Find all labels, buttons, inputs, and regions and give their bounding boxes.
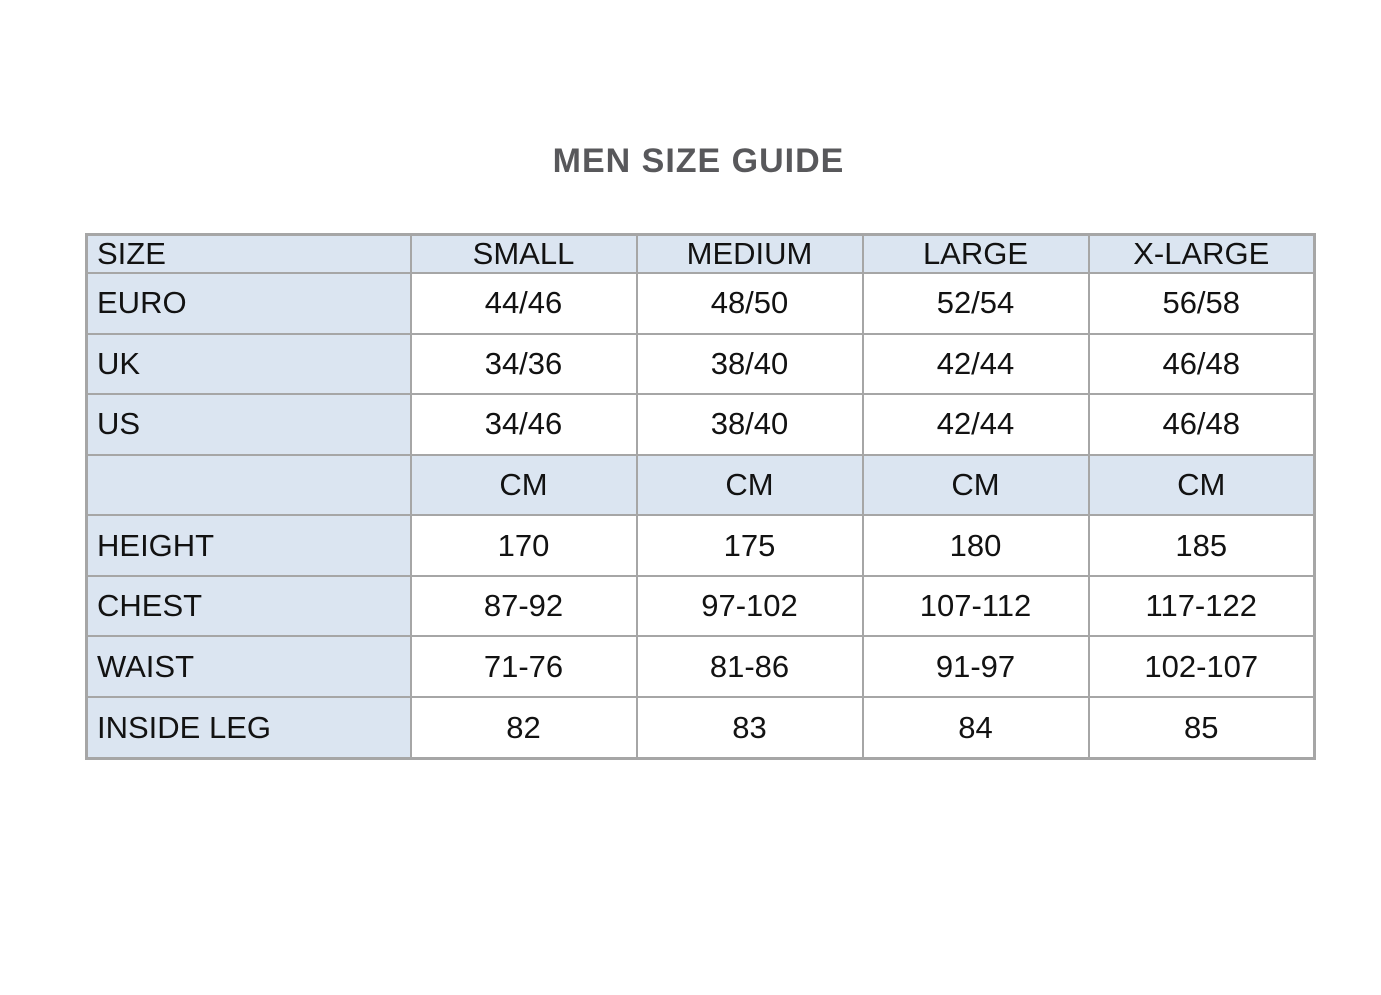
table-cell: 44/46 — [409, 272, 638, 335]
row-label: EURO — [85, 272, 412, 335]
table-cell: 38/40 — [635, 332, 864, 396]
table-cell: 91-97 — [861, 635, 1090, 699]
table-row-us: US 34/46 38/40 42/44 46/48 — [85, 393, 1316, 456]
table-row-inside-leg: INSIDE LEG 82 83 84 85 — [85, 696, 1316, 760]
column-header-x-large: X-LARGE — [1087, 233, 1316, 274]
table-cell: CM — [1087, 453, 1316, 517]
table-cell: 48/50 — [635, 272, 864, 335]
page-title: MEN SIZE GUIDE — [552, 142, 845, 180]
table-cell: 85 — [1087, 696, 1316, 760]
table-row-waist: WAIST 71-76 81-86 91-97 102-107 — [85, 635, 1316, 699]
table-cell: 81-86 — [635, 635, 864, 699]
table-cell: 34/46 — [409, 393, 638, 456]
row-label: HEIGHT — [85, 514, 412, 577]
table-cell: 175 — [635, 514, 864, 577]
row-label: US — [85, 393, 412, 456]
table-cell: 107-112 — [861, 574, 1090, 638]
table-cell: 170 — [409, 514, 638, 577]
row-label: INSIDE LEG — [85, 696, 412, 760]
row-label: UK — [85, 332, 412, 396]
table-cell: 84 — [861, 696, 1090, 760]
table-cell: 102-107 — [1087, 635, 1316, 699]
row-label: WAIST — [85, 635, 412, 699]
table-row-chest: CHEST 87-92 97-102 107-112 117-122 — [85, 574, 1316, 638]
table-cell: 87-92 — [409, 574, 638, 638]
column-header-size: SIZE — [85, 233, 412, 274]
table-row-euro: EURO 44/46 48/50 52/54 56/58 — [85, 272, 1316, 335]
table-cell: 38/40 — [635, 393, 864, 456]
table-cell: CM — [635, 453, 864, 517]
table-cell: 46/48 — [1087, 332, 1316, 396]
column-header-large: LARGE — [861, 233, 1090, 274]
size-guide-table: SIZE SMALL MEDIUM LARGE X-LARGE EURO 44/… — [85, 233, 1316, 760]
table-cell: 42/44 — [861, 393, 1090, 456]
column-header-medium: MEDIUM — [635, 233, 864, 274]
table-cell: 56/58 — [1087, 272, 1316, 335]
table-cell: 180 — [861, 514, 1090, 577]
table-cell: CM — [409, 453, 638, 517]
table-cell: 83 — [635, 696, 864, 760]
table-header-row: SIZE SMALL MEDIUM LARGE X-LARGE — [85, 233, 1316, 274]
table-cell: 34/36 — [409, 332, 638, 396]
row-label: CHEST — [85, 574, 412, 638]
table-cell: CM — [861, 453, 1090, 517]
table-cell: 82 — [409, 696, 638, 760]
table-row-uk: UK 34/36 38/40 42/44 46/48 — [85, 332, 1316, 396]
table-cell: 185 — [1087, 514, 1316, 577]
table-cell: 46/48 — [1087, 393, 1316, 456]
table-cell: 42/44 — [861, 332, 1090, 396]
column-header-small: SMALL — [409, 233, 638, 274]
table-row-units-cm: CM CM CM CM — [85, 453, 1316, 517]
table-cell: 71-76 — [409, 635, 638, 699]
row-label — [85, 453, 412, 517]
table-cell: 52/54 — [861, 272, 1090, 335]
table-row-height: HEIGHT 170 175 180 185 — [85, 514, 1316, 577]
table-cell: 97-102 — [635, 574, 864, 638]
table-cell: 117-122 — [1087, 574, 1316, 638]
